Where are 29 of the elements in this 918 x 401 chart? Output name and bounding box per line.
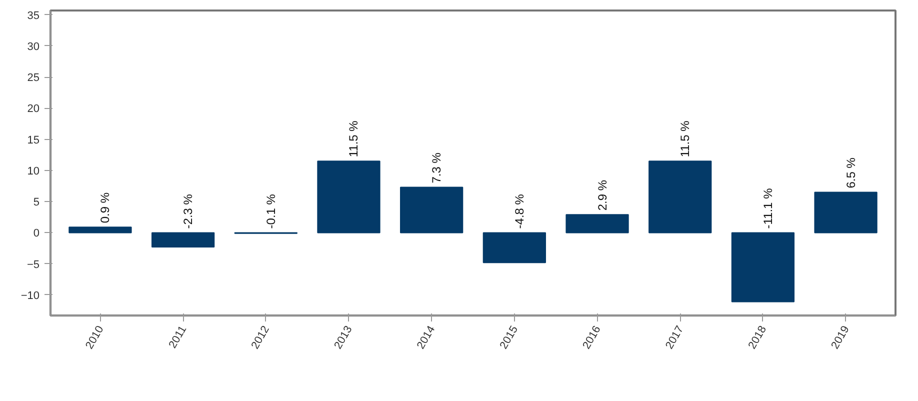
data-label: 11.5 %	[346, 120, 361, 158]
data-label: 0.9 %	[98, 192, 112, 224]
data-label: 2.9 %	[595, 180, 610, 211]
bar	[648, 160, 712, 234]
y-tick-label: 5	[33, 196, 40, 209]
bar	[731, 232, 795, 302]
y-tick-label: 20	[27, 103, 40, 116]
y-tick-label: 0	[33, 228, 40, 240]
y-tick-label: −5	[26, 258, 40, 271]
bar	[482, 232, 546, 264]
data-label: -11.1 %	[760, 188, 775, 229]
y-tick-label: 15	[27, 134, 40, 146]
y-tick-label: 10	[27, 165, 40, 178]
bar	[317, 160, 380, 234]
data-label: 7.3 %	[430, 152, 444, 184]
data-label: -0.1 %	[264, 194, 278, 229]
y-tick-label: 35	[27, 10, 40, 22]
bar	[814, 192, 878, 234]
bar	[566, 214, 629, 234]
y-tick-label: −10	[20, 290, 40, 302]
y-tick-label: 30	[27, 40, 40, 53]
data-label: -4.8 %	[512, 194, 526, 229]
bar	[400, 186, 464, 234]
bar	[151, 232, 215, 248]
data-label: -2.3 %	[181, 194, 196, 229]
data-label: 6.5 %	[844, 157, 858, 188]
y-tick-label: 25	[27, 72, 40, 84]
data-label: 11.5 %	[678, 120, 692, 158]
bar	[68, 226, 132, 234]
